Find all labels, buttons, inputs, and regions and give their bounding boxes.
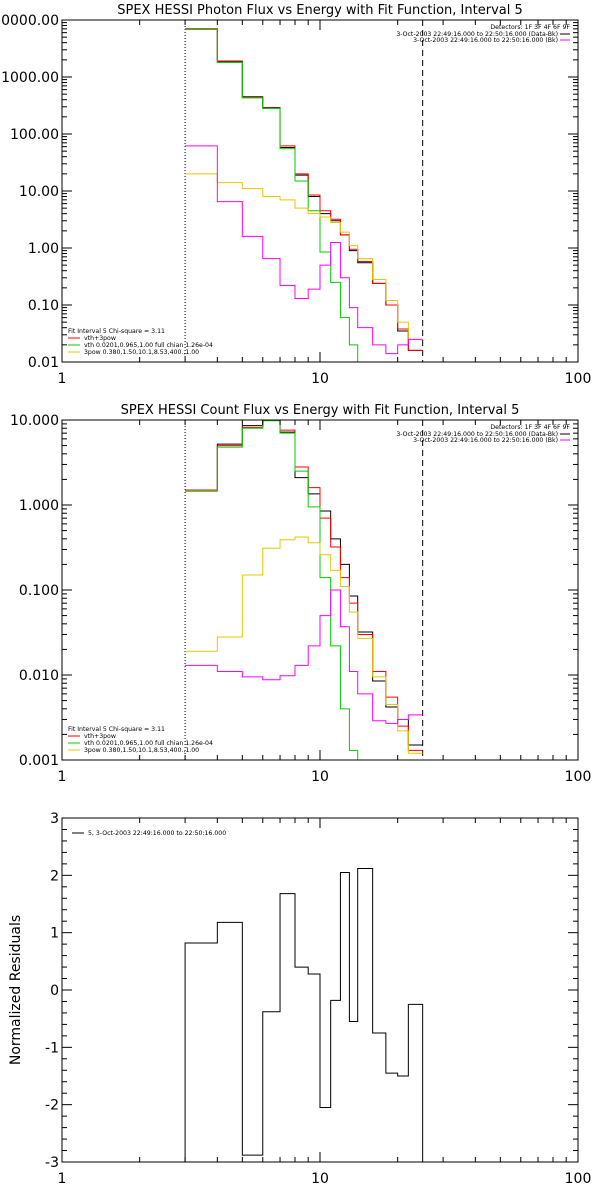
legend-entry-label: 3-Oct-2003 22:49:16.000 to 22:50:16.000 … [413, 437, 558, 444]
y-tick-label: 10.00 [19, 184, 59, 200]
chart-title: SPEX HESSI Photon Flux vs Energy with Fi… [117, 3, 523, 18]
x-tick-label: 100 [565, 769, 592, 785]
y-tick-label: 0.100 [19, 583, 59, 599]
y-tick-label: -2 [45, 1098, 59, 1114]
chart-panel-3: 1 10 100 -3 -2 -1 0 1 2 3 Normalized Residuals 5, 3… [8, 811, 591, 1187]
x-tick-label: 10 [311, 1171, 329, 1187]
series-line-3 [185, 29, 359, 362]
legend-entry-label: 3-Oct-2003 22:49:16.000 to 22:50:16.000 … [396, 431, 558, 438]
y-tick-label: 0.001 [19, 753, 59, 769]
x-tick-label: 1 [58, 1171, 67, 1187]
series-line-4 [185, 536, 423, 754]
y-axis-label: Normalized Residuals [8, 915, 24, 1065]
legend-entry-label: vth 0.0201,0.965,1.00 full chian 1.26e-0… [84, 342, 213, 349]
y-tick-label: 0.10 [28, 298, 59, 314]
legend-entry-label: 3pow 0.380,1.50,10.1,8.53,400.,1.00 [84, 349, 199, 356]
series-line-4 [185, 173, 423, 340]
legend-entry-label: 3-Oct-2003 22:49:16.000 to 22:50:16.000 … [413, 37, 558, 44]
y-tick-label: 1000.00 [1, 70, 59, 86]
chart-title: SPEX HESSI Count Flux vs Energy with Fit… [121, 403, 520, 418]
series-line-1 [185, 28, 423, 351]
series-group [184, 867, 424, 1162]
legend-entry-label: 3pow 0.380,1.50,10.1,8.53,400.,1.00 [84, 747, 199, 754]
y-tick-label: 1 [50, 926, 59, 942]
x-tick-label: 10 [311, 371, 329, 387]
y-tick-label: 10000.00 [0, 13, 59, 29]
legend-entry-label: 3-Oct-2003 22:49:16.000 to 22:50:16.000 … [396, 31, 558, 38]
legend-fit-header: Fit Interval 5 Chi-square = 3.11 [68, 328, 165, 335]
legend-entry-label: vth+3pow [84, 733, 116, 740]
legend-detectors: Detectors: 1F 3F 4F 6F 9F [490, 424, 570, 431]
chart-panel-1: SPEX HESSI Photon Flux vs Energy with Fi… [0, 3, 592, 387]
series-group [185, 420, 423, 760]
legend-fit-header: Fit Interval 5 Chi-square = 3.11 [68, 726, 165, 733]
legend-entry-label: 5, 3-Oct-2003 22:49:16.000 to 22:50:16.0… [88, 830, 226, 837]
legend-entry-label: vth 0.0201,0.965,1.00 full chian 1.26e-0… [84, 740, 213, 747]
series-group [185, 28, 423, 362]
plot-frame [61, 19, 579, 363]
series-line-1 [184, 867, 424, 1162]
y-tick-label: 0.010 [19, 668, 59, 684]
x-tick-label: 10 [311, 769, 329, 785]
series-line-3 [185, 420, 423, 760]
y-tick-label: 1.000 [19, 498, 59, 514]
series-line-2 [185, 28, 423, 351]
y-tick-label: 2 [50, 868, 59, 884]
y-tick-label: 0 [50, 983, 59, 999]
y-tick-label: 3 [50, 811, 59, 827]
y-tick-label: 1.00 [28, 241, 59, 257]
legend-detectors: Detectors: 1F 3F 4F 6F 9F [490, 24, 570, 31]
y-tick-label: -3 [45, 1155, 59, 1171]
y-tick-label: 10.000 [10, 413, 59, 429]
legend-entry-label: vth+3pow [84, 335, 116, 342]
chart-panel-2: SPEX HESSI Count Flux vs Energy with Fit… [10, 403, 591, 785]
y-tick-label: -1 [45, 1040, 59, 1056]
series-line-5 [185, 589, 423, 724]
x-tick-label: 100 [565, 1171, 592, 1187]
series-line-2 [185, 420, 423, 751]
plot-frame [61, 419, 579, 761]
y-tick-label: 100.00 [10, 127, 59, 143]
x-tick-label: 1 [58, 371, 67, 387]
x-tick-label: 100 [565, 371, 592, 387]
x-tick-label: 1 [58, 769, 67, 785]
series-line-5 [185, 145, 423, 355]
y-tick-label: 0.01 [28, 355, 59, 371]
